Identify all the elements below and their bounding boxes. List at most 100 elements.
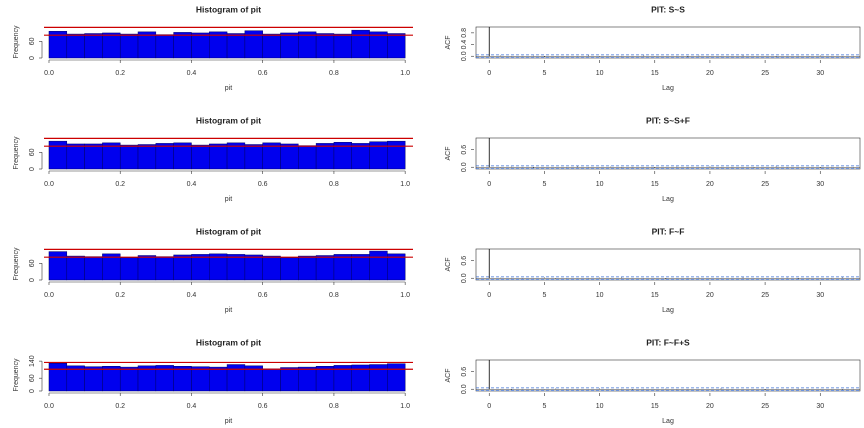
x-tick-label: 10 [596,181,604,188]
bar [280,367,299,392]
y-tick-label: 0.8 [461,28,468,38]
x-tick-label: 20 [706,292,714,299]
chart-title: PIT: F~F [652,226,685,236]
x-tick-label: 20 [706,70,714,77]
bar [119,144,139,170]
x-tick-label: 0.6 [258,403,268,410]
x-tick-label: 5 [542,70,546,77]
y-tick-label: 0.0 [461,384,468,394]
x-tick-label: 0 [487,181,491,188]
bar [333,254,352,281]
bar [191,254,210,281]
x-axis-label: Lag [662,307,674,314]
x-tick-label: 20 [706,181,714,188]
bar [351,254,370,281]
bar [262,33,281,59]
x-axis-label: pit [225,85,232,92]
bar [48,363,68,392]
bar [226,254,246,281]
bar [66,33,85,59]
x-tick-label: 0.8 [329,403,339,410]
bar [315,33,335,59]
x-tick-label: 0.4 [187,292,197,299]
bar [119,257,139,281]
plot-frame [475,248,861,281]
x-tick-label: 30 [816,403,824,410]
bar [351,29,370,59]
bar [173,32,192,59]
bar [280,257,299,281]
x-tick-label: 20 [706,403,714,410]
x-tick-label: 5 [542,181,546,188]
x-tick-label: 25 [761,70,769,77]
x-tick-label: 10 [596,292,604,299]
x-tick-label: 15 [651,181,659,188]
bar [191,366,210,392]
plot-frame [475,137,861,170]
x-tick-label: 0 [487,292,491,299]
x-tick-label: 1.0 [400,292,410,299]
bar [209,366,228,392]
chart-title: PIT: F~F+S [646,337,690,347]
x-tick-label: 30 [816,181,824,188]
y-tick-label: 0.0 [461,162,468,172]
x-tick-label: 0.2 [115,70,125,77]
y-tick-label: 60 [29,374,36,382]
chart-title: Histogram of pit [196,4,261,14]
bar [315,143,335,170]
x-axis-label: pit [225,307,232,314]
x-tick-label: 10 [596,403,604,410]
bar [155,34,174,59]
x-tick-label: 25 [761,181,769,188]
bar [369,250,388,281]
bar [262,368,281,392]
bar [280,143,299,170]
bar [155,256,174,281]
x-tick-label: 0.6 [258,181,268,188]
x-axis-label: Lag [662,196,674,203]
plot-frame [475,26,861,59]
bar [191,144,210,170]
x-tick-label: 5 [542,403,546,410]
x-tick-label: 30 [816,70,824,77]
y-tick-label: 60 [29,148,36,156]
y-tick-label: 140 [29,355,36,367]
y-axis-label: Frequency [13,136,20,170]
x-tick-label: 25 [761,403,769,410]
bar [173,254,192,281]
x-tick-label: 15 [651,292,659,299]
x-tick-label: 15 [651,403,659,410]
y-axis-label: Frequency [13,247,20,281]
y-tick-label: 0.6 [461,256,468,266]
x-tick-label: 1.0 [400,70,410,77]
y-axis-label: Frequency [13,358,20,392]
bar [315,366,335,392]
y-tick-label: 0.0 [461,273,468,283]
x-tick-label: 1.0 [400,403,410,410]
chart-title: PIT: S~S [651,4,685,14]
x-tick-label: 0.0 [44,292,54,299]
bar [173,366,192,392]
bar [333,33,352,59]
chart-title: PIT: S~S+F [646,115,690,125]
bar [84,143,103,170]
y-tick-label: 0 [29,167,36,171]
x-tick-label: 0.4 [187,403,197,410]
x-tick-label: 0.0 [44,70,54,77]
x-tick-label: 0.8 [329,70,339,77]
x-tick-label: 0.6 [258,70,268,77]
x-tick-label: 0.2 [115,403,125,410]
y-tick-label: 0 [29,56,36,60]
bar [84,256,103,281]
y-axis-label: ACF [445,369,452,383]
y-axis-label: Frequency [13,25,20,59]
bar [298,255,317,281]
bar [226,33,246,59]
bar [351,143,370,170]
y-axis-label: ACF [445,258,452,272]
bar [137,255,157,281]
bar [209,143,228,170]
x-tick-label: 0.6 [258,292,268,299]
bar [244,254,263,281]
